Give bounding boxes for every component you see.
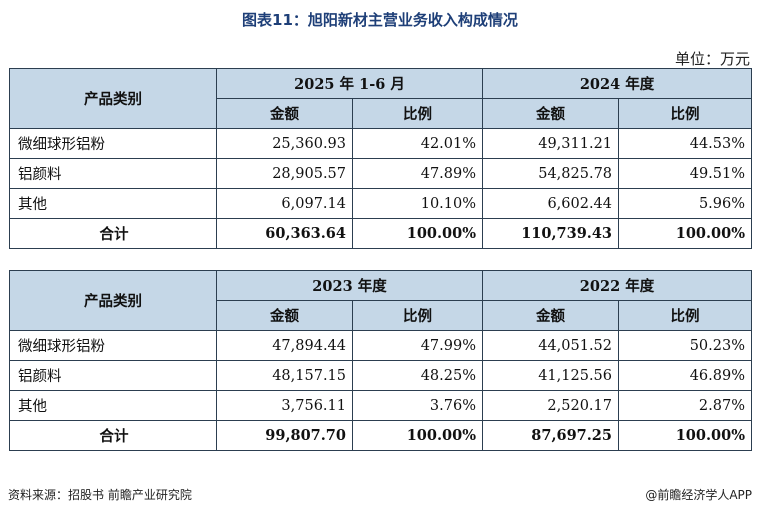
row-label: 其他	[9, 390, 217, 421]
amount-cell: 54,825.78	[482, 158, 620, 189]
ratio-header: 比例	[618, 98, 753, 129]
ratio-cell: 3.76%	[352, 390, 483, 421]
table-row: 铝颜料 28,905.57 47.89% 54,825.78 49.51%	[9, 158, 753, 189]
amount-cell: 49,311.21	[482, 128, 620, 159]
amount-cell: 47,894.44	[216, 330, 353, 361]
amount-cell: 6,602.44	[482, 188, 620, 219]
amount-header: 金额	[482, 300, 619, 331]
total-row: 合计 60,363.64 100.00% 110,739.43 100.00%	[9, 218, 753, 249]
brand-credit: @前瞻经济学人APP	[645, 488, 752, 502]
ratio-header: 比例	[618, 300, 752, 331]
ratio-cell: 100.00%	[351, 218, 484, 249]
revenue-table-2023-2022: 产品类别 2023 年度 2022 年度 金额 比例 金额 比例 微细球形铝粉 …	[9, 270, 752, 451]
ratio-header: 比例	[352, 300, 483, 331]
ratio-header: 比例	[351, 98, 484, 129]
amount-cell: 28,905.57	[216, 158, 353, 189]
row-label: 铝颜料	[9, 158, 217, 189]
ratio-cell: 5.96%	[618, 188, 753, 219]
ratio-cell: 47.99%	[352, 330, 483, 361]
amount-cell: 25,360.93	[216, 128, 353, 159]
row-label: 微细球形铝粉	[9, 128, 217, 159]
table-row: 微细球形铝粉 47,894.44 47.99% 44,051.52 50.23%	[9, 330, 752, 361]
category-header: 产品类别	[9, 68, 217, 129]
row-label: 其他	[9, 188, 217, 219]
amount-header: 金额	[216, 300, 353, 331]
revenue-table-2025-2024: 产品类别 2025 年 1-6 月 2024 年度 金额 比例 金额 比例 微细…	[9, 68, 753, 249]
period-header: 2022 年度	[482, 270, 752, 301]
ratio-cell: 44.53%	[618, 128, 753, 159]
table-row: 铝颜料 48,157.15 48.25% 41,125.56 46.89%	[9, 360, 752, 391]
figure-title: 图表11：旭阳新材主营业务收入构成情况	[242, 11, 518, 29]
ratio-cell: 48.25%	[352, 360, 483, 391]
total-row: 合计 99,807.70 100.00% 87,697.25 100.00%	[9, 420, 752, 451]
amount-cell: 41,125.56	[482, 360, 619, 391]
ratio-cell: 100.00%	[618, 420, 752, 451]
table-subheader-row: 金额 比例 金额 比例	[10, 300, 752, 331]
ratio-cell: 10.10%	[351, 188, 484, 219]
amount-cell: 48,157.15	[216, 360, 353, 391]
ratio-cell: 42.01%	[351, 128, 484, 159]
ratio-cell: 100.00%	[618, 218, 753, 249]
ratio-cell: 46.89%	[618, 360, 752, 391]
ratio-cell: 50.23%	[618, 330, 752, 361]
source-note: 资料来源：招股书 前瞻产业研究院	[8, 488, 192, 502]
amount-header: 金额	[216, 98, 353, 129]
amount-cell: 99,807.70	[216, 420, 353, 451]
amount-cell: 6,097.14	[216, 188, 353, 219]
category-header: 产品类别	[9, 270, 217, 331]
amount-header: 金额	[482, 98, 620, 129]
table-row: 其他 6,097.14 10.10% 6,602.44 5.96%	[9, 188, 753, 219]
table-row: 微细球形铝粉 25,360.93 42.01% 49,311.21 44.53%	[9, 128, 753, 159]
row-label: 微细球形铝粉	[9, 330, 217, 361]
table-header-row: 产品类别 2023 年度 2022 年度	[9, 270, 752, 331]
amount-cell: 87,697.25	[482, 420, 619, 451]
ratio-cell: 100.00%	[352, 420, 483, 451]
amount-cell: 2,520.17	[482, 390, 619, 421]
period-header: 2025 年 1-6 月	[215, 68, 484, 99]
total-label: 合计	[9, 420, 217, 451]
table-header-row: 产品类别 2025 年 1-6 月 2024 年度	[9, 68, 753, 129]
period-header: 2024 年度	[482, 68, 753, 99]
ratio-cell: 47.89%	[351, 158, 484, 189]
amount-cell: 110,739.43	[482, 218, 620, 249]
amount-cell: 3,756.11	[216, 390, 353, 421]
ratio-cell: 2.87%	[618, 390, 752, 421]
amount-cell: 60,363.64	[216, 218, 353, 249]
amount-cell: 44,051.52	[482, 330, 619, 361]
ratio-cell: 49.51%	[618, 158, 753, 189]
table-subheader-row: 金额 比例 金额 比例	[10, 98, 753, 129]
unit-label: 单位：万元	[674, 50, 750, 68]
row-label: 铝颜料	[9, 360, 217, 391]
period-header: 2023 年度	[216, 270, 483, 301]
table-row: 其他 3,756.11 3.76% 2,520.17 2.87%	[9, 390, 752, 421]
total-label: 合计	[9, 218, 217, 249]
